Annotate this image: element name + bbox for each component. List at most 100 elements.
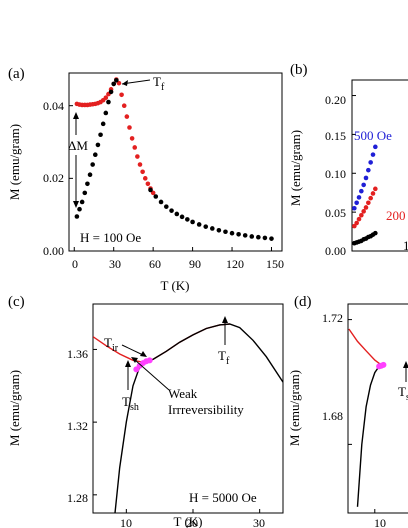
a-red-point-20 (127, 125, 132, 130)
b-red-point-6 (366, 200, 371, 206)
panel-c-tick-marks (93, 348, 261, 513)
a-x-axis-label: T (K) (160, 278, 189, 293)
a-black-point-33 (249, 234, 255, 239)
a-black-point-6 (90, 162, 95, 167)
panel-d-frame (347, 303, 408, 514)
a-black-point-28 (216, 227, 222, 233)
a-black-point-15 (114, 77, 119, 83)
panel-a-x-ticks: 0 30 60 90 120 150 (72, 257, 284, 271)
a-red-point-22 (132, 145, 138, 150)
a-black-point-1 (77, 206, 82, 212)
a-black-point-19 (163, 204, 169, 209)
c-tsh-arrowhead (125, 360, 131, 367)
a-black-point-26 (203, 224, 209, 229)
panel-d-y-ticks: 1.68 1.72 (322, 311, 343, 423)
b-blue-point-4 (361, 182, 366, 188)
c-x-tick-20: 20 (186, 516, 198, 528)
a-black-point-16 (148, 187, 153, 193)
a-black-point-35 (262, 235, 268, 241)
a-black-point-11 (103, 110, 109, 116)
panel-c-x-ticks: 10 20 30 (120, 516, 265, 528)
d-ts-arrowhead (403, 361, 408, 368)
a-black-point-30 (229, 230, 235, 236)
c-x-tick-30: 30 (253, 516, 265, 528)
panel-d-tick-marks (348, 319, 376, 513)
a-black-point-18 (158, 199, 164, 205)
c-tir-arrowhead (140, 351, 147, 357)
c-tf-arrowhead (222, 316, 228, 323)
a-black-point-23 (185, 217, 190, 222)
a-field-label: H = 100 Oe (80, 230, 141, 245)
a-x-tick-0: 0 (72, 257, 78, 271)
b-blue-point-8 (370, 152, 376, 157)
c-tir-label: Tir (104, 335, 119, 354)
panel-c-y-ticks: 1.28 1.32 1.36 (67, 347, 88, 505)
b-blue-point-0 (352, 205, 357, 211)
a-black-point-13 (108, 89, 114, 95)
b-blue-point-2 (356, 195, 362, 200)
c-weak-arrowhead (131, 357, 138, 363)
d-black-line (356, 362, 384, 507)
panel-d-x-ticks: 10 (374, 516, 386, 528)
a-black-point-9 (98, 132, 103, 138)
a-black-point-31 (236, 231, 241, 237)
panel-a: (a) 0 30 60 90 120 150 0.00 0.02 0.04 T … (7, 66, 284, 293)
b-red-point-2 (356, 216, 362, 222)
a-black-point-17 (153, 194, 159, 199)
c-y-tick-1: 1.32 (67, 419, 88, 433)
c-x-axis-title: T (K) (173, 514, 202, 528)
panel-c-frame (92, 303, 284, 514)
a-black-point-25 (196, 222, 202, 227)
a-black-point-3 (82, 190, 88, 196)
d-magenta-point-2 (380, 361, 387, 368)
c-tsh-label: Tsh (122, 394, 139, 413)
panel-a-frame (68, 72, 283, 252)
b-blue-point-5 (363, 175, 369, 181)
d-red-line (348, 328, 384, 367)
a-red-point-24 (137, 162, 143, 167)
panel-b-frame (351, 79, 408, 252)
c-black-line (114, 323, 283, 513)
c-x-tick-10: 10 (120, 516, 132, 528)
b-red-point-9 (373, 186, 378, 192)
a-black-point-22 (179, 214, 185, 220)
panel-b-label: (b) (290, 62, 308, 78)
b-y-tick-1: 0.05 (325, 206, 346, 220)
b-red-series-label: 200 (386, 208, 406, 223)
c-tf-label: Tf (218, 348, 230, 367)
a-black-point-20 (169, 208, 174, 213)
panel-d-label: (d) (294, 294, 312, 310)
panel-c: (c) 10 20 30 1.28 1.32 1.36 T (K) M (emu… (7, 294, 284, 528)
a-delta-m-label: ΔM (68, 138, 88, 153)
b-blue-point-7 (368, 160, 373, 165)
c-magenta-point-4 (146, 357, 153, 364)
a-x-tick-30: 30 (109, 257, 121, 271)
d-y-tick-0: 1.68 (322, 409, 343, 423)
b-blue-point-6 (366, 167, 371, 173)
a-y-tick-1: 0.02 (43, 171, 64, 185)
a-red-point-23 (135, 154, 140, 159)
panel-c-data (93, 323, 283, 513)
panel-b-y-ticks: 0.00 0.05 0.10 0.15 0.20 (325, 93, 346, 258)
b-y-tick-3: 0.15 (325, 129, 346, 143)
d-ts-label: Ts (398, 384, 408, 403)
a-x-tick-120: 120 (226, 257, 244, 271)
panel-b: (b) 0.00 0.05 0.10 0.15 0.20 M (emu/gram… (288, 62, 408, 258)
a-black-point-8 (95, 142, 101, 148)
b-y-tick-4: 0.20 (325, 93, 346, 107)
d-y-tick-1: 1.72 (322, 311, 343, 325)
c-y-tick-0: 1.28 (67, 491, 88, 505)
a-black-point-34 (256, 234, 261, 240)
panel-d: (d) 10 1.68 1.72 M (emu/gram) Ts (287, 294, 408, 528)
a-black-point-5 (87, 172, 93, 178)
b-red-point-8 (370, 191, 376, 196)
a-black-point-2 (79, 199, 85, 205)
panel-b-tick-marks (352, 95, 356, 252)
c-weak-label: Weak (168, 386, 198, 401)
a-red-point-11 (103, 95, 109, 101)
a-dm-arrowhead-down (73, 201, 79, 208)
b-red-point-1 (354, 220, 359, 226)
a-red-point-19 (124, 114, 130, 119)
b-red-point-5 (363, 205, 369, 210)
